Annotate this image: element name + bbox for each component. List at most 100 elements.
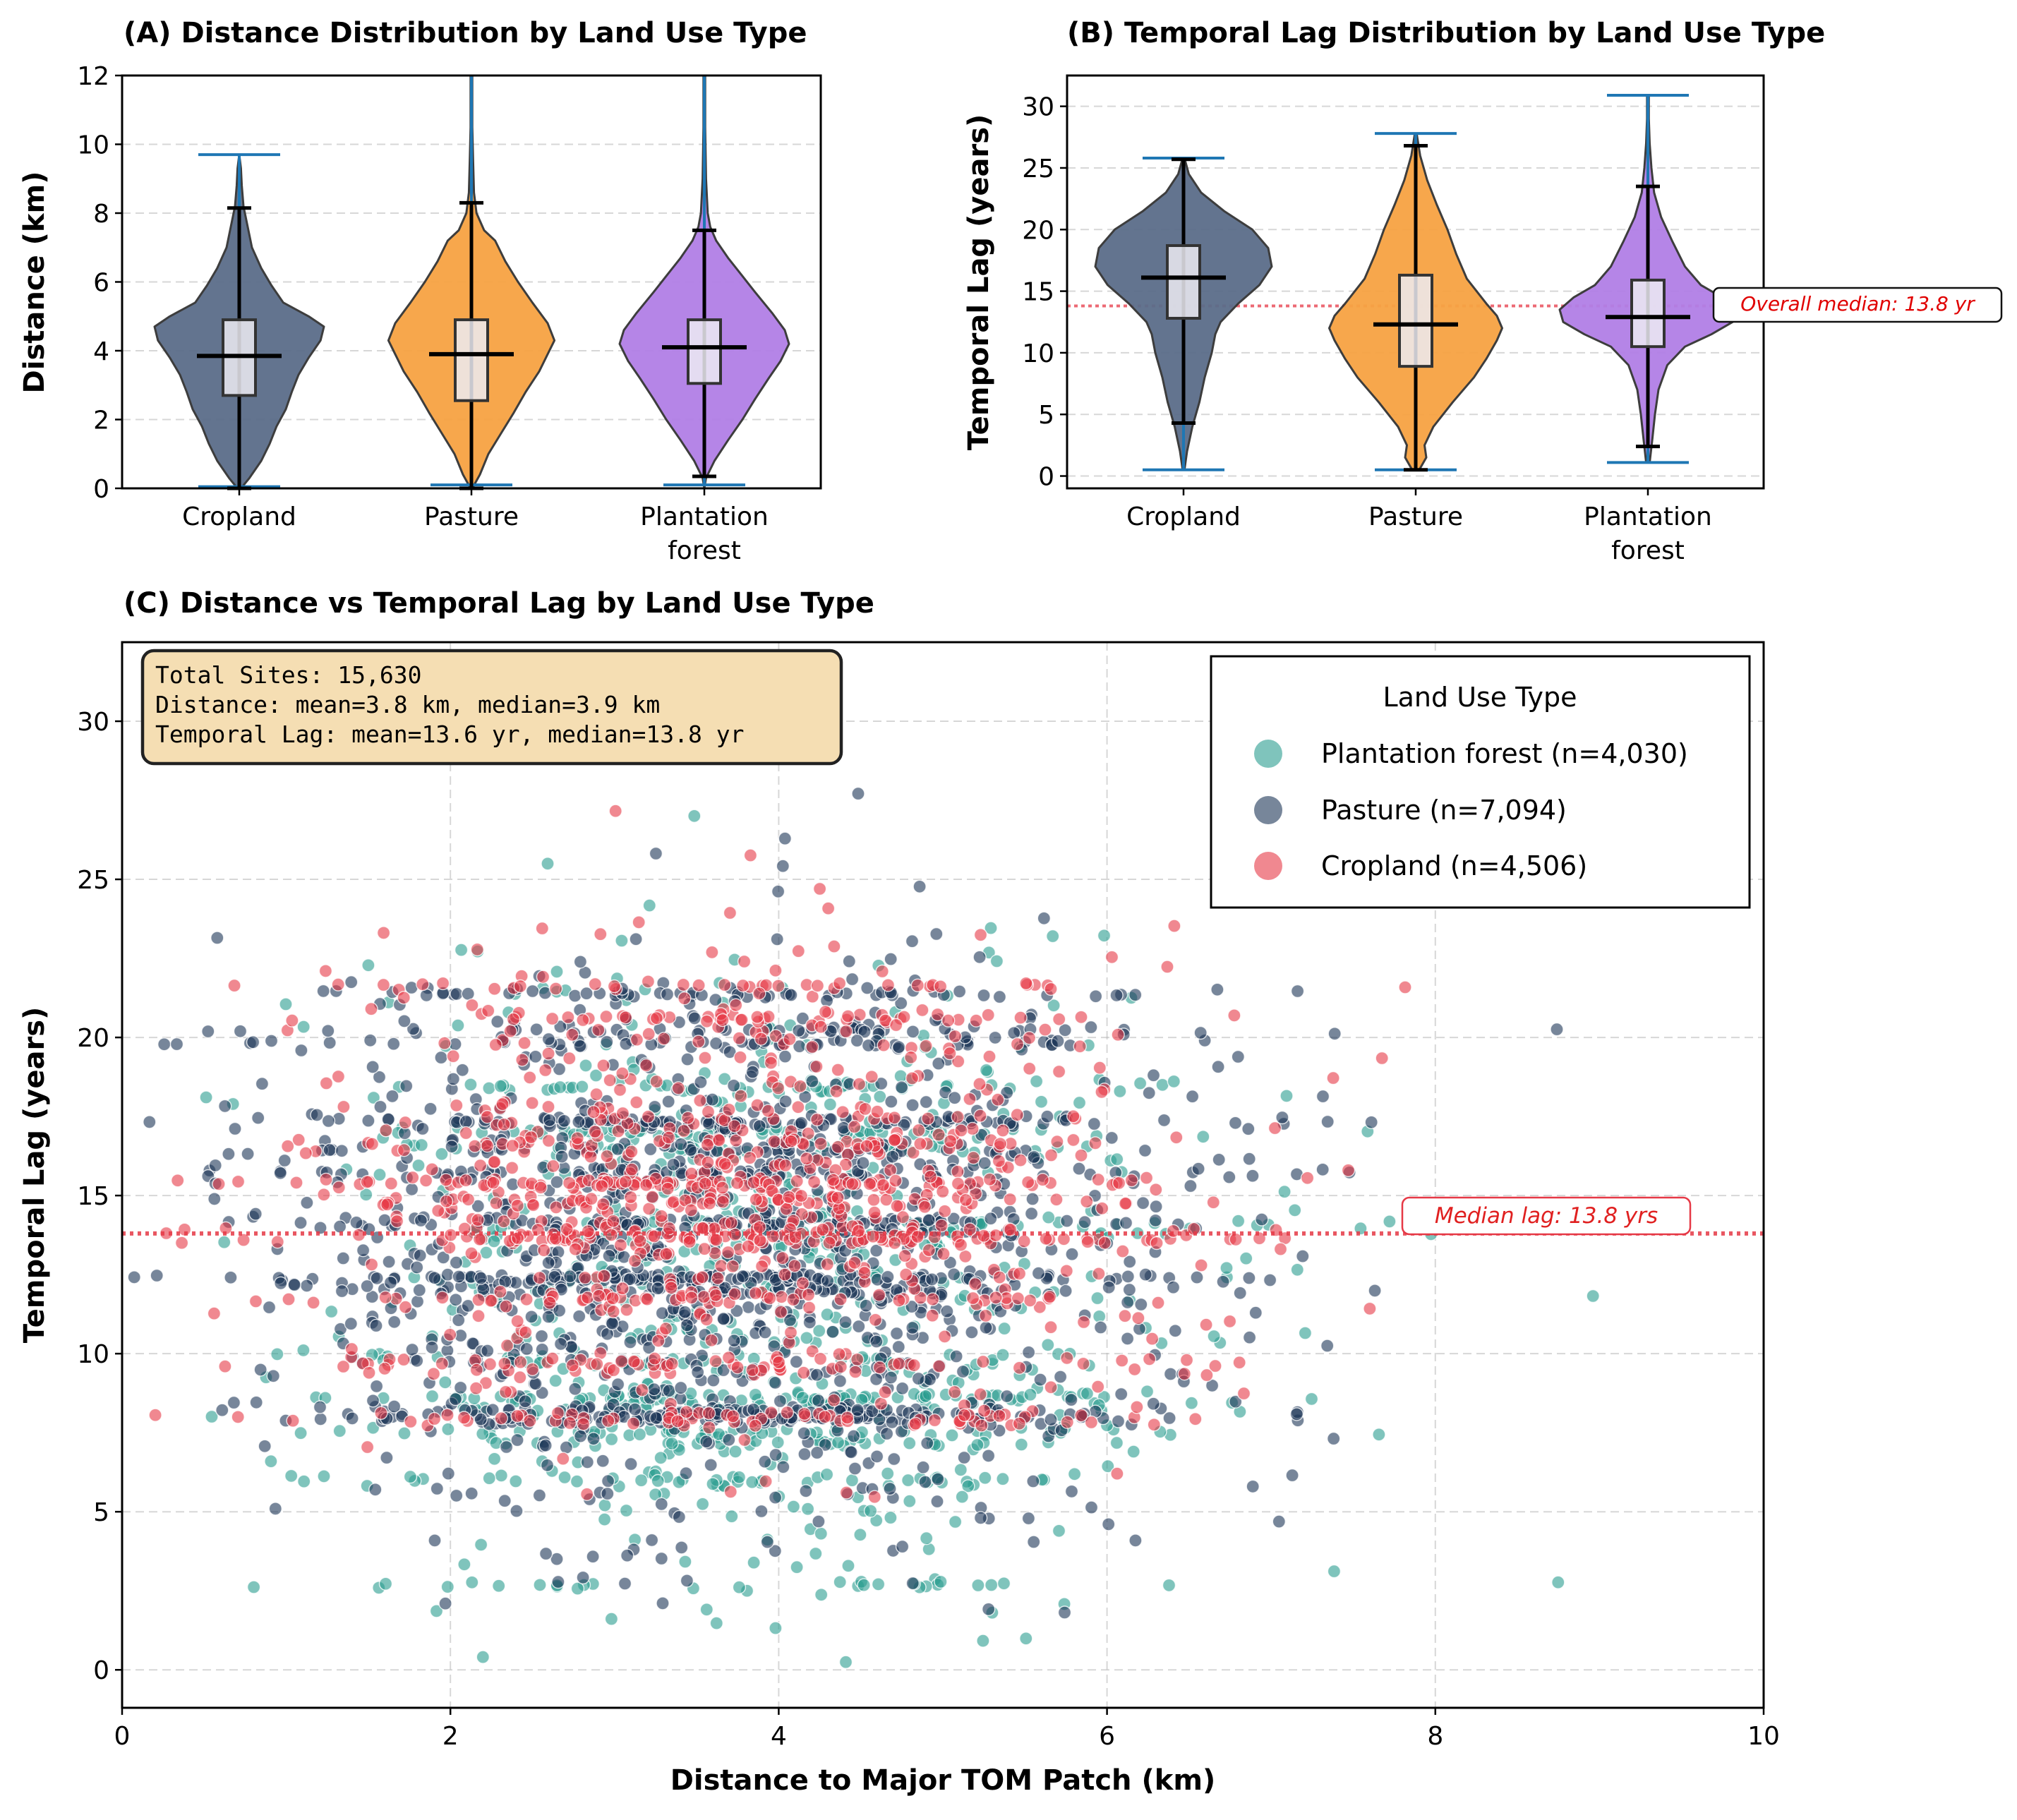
- scatter-point: [761, 1104, 776, 1118]
- scatter-point: [805, 1039, 819, 1054]
- scatter-point: [705, 1092, 720, 1107]
- scatter-point: [490, 1014, 505, 1029]
- scatter-point: [860, 981, 874, 995]
- scatter-point: [1066, 1109, 1080, 1123]
- scatter-point: [898, 1248, 913, 1263]
- scatter-point: [438, 1036, 452, 1050]
- scatter-point: [605, 1316, 620, 1331]
- scatter-point: [558, 1470, 572, 1485]
- scatter-point: [818, 1004, 833, 1019]
- scatter-point: [905, 1098, 920, 1112]
- scatter-point: [597, 1269, 611, 1283]
- scatter-point: [523, 1071, 537, 1085]
- scatter-point: [370, 1271, 384, 1286]
- scatter-point: [774, 1290, 789, 1304]
- panel-b-median-label-box: [1712, 287, 2003, 323]
- scatter-point: [550, 1552, 564, 1566]
- scatter-point: [674, 1380, 688, 1395]
- panel-a-ytick-label: 12: [77, 62, 109, 91]
- scatter-point: [630, 1095, 644, 1109]
- scatter-point: [201, 1024, 215, 1039]
- scatter-point: [262, 1300, 277, 1315]
- scatter-point: [863, 1504, 878, 1518]
- scatter-point: [1227, 1008, 1241, 1023]
- scatter-point: [534, 1329, 549, 1344]
- scatter-point: [887, 1111, 902, 1125]
- scatter-point: [1074, 1010, 1088, 1025]
- scatter-point: [672, 1509, 686, 1524]
- scatter-point: [784, 988, 798, 1002]
- scatter-point: [913, 879, 927, 894]
- scatter-point: [797, 1426, 812, 1440]
- scatter-point: [639, 1058, 654, 1073]
- scatter-point: [732, 1470, 747, 1485]
- scatter-point: [1138, 1267, 1152, 1282]
- scatter-point: [486, 1403, 500, 1417]
- scatter-point: [1304, 1392, 1319, 1406]
- scatter-point: [536, 970, 550, 984]
- scatter-point: [615, 1066, 630, 1080]
- scatter-point: [699, 1313, 714, 1327]
- scatter-point: [999, 1389, 1014, 1404]
- scatter-point: [826, 1325, 840, 1339]
- scatter-point: [913, 1137, 927, 1151]
- scatter-point: [495, 1097, 510, 1111]
- scatter-point: [580, 1487, 594, 1502]
- scatter-point: [821, 901, 836, 915]
- scatter-point: [1179, 1353, 1194, 1367]
- scatter-point: [660, 987, 675, 1001]
- scatter-point: [606, 1214, 620, 1229]
- scatter-point: [979, 1063, 994, 1078]
- scatter-point: [538, 1438, 553, 1452]
- scatter-point: [382, 1255, 396, 1269]
- scatter-point: [1031, 1266, 1046, 1280]
- scatter-point: [426, 1367, 441, 1381]
- scatter-point: [728, 1445, 742, 1459]
- scatter-point: [488, 1037, 502, 1052]
- scatter-point: [513, 1370, 527, 1385]
- scatter-point: [1080, 1194, 1094, 1209]
- scatter-point: [1097, 929, 1112, 943]
- scatter-point: [682, 1234, 697, 1249]
- scatter-point: [1113, 1084, 1127, 1099]
- scatter-point: [932, 1359, 946, 1373]
- scatter-point: [1550, 1022, 1564, 1037]
- scatter-point: [349, 1215, 363, 1230]
- scatter-point: [951, 1164, 965, 1179]
- scatter-point: [231, 1174, 246, 1189]
- scatter-point: [868, 1313, 883, 1327]
- scatter-point: [940, 1304, 954, 1318]
- panel-a-title: (A) Distance Distribution by Land Use Ty…: [124, 17, 807, 49]
- scatter-point: [1231, 1214, 1246, 1228]
- scatter-point: [1052, 1012, 1066, 1027]
- scatter-point: [568, 1382, 582, 1396]
- scatter-point: [664, 1281, 678, 1295]
- scatter-point: [1023, 1294, 1037, 1308]
- scatter-point: [812, 1514, 826, 1529]
- scatter-point: [360, 1440, 375, 1454]
- scatter-point: [1268, 1121, 1282, 1135]
- panel-a-ytick-label: 4: [93, 337, 109, 366]
- scatter-point: [618, 1174, 633, 1189]
- scatter-point: [525, 984, 540, 999]
- scatter-point: [1280, 1089, 1294, 1103]
- scatter-point: [692, 1035, 706, 1049]
- scatter-point: [836, 1105, 850, 1119]
- scatter-point: [218, 1359, 232, 1373]
- scatter-point: [310, 1108, 324, 1122]
- scatter-point: [438, 1596, 452, 1610]
- scatter-point: [251, 1111, 265, 1125]
- scatter-point: [313, 1400, 327, 1414]
- scatter-point: [596, 1454, 610, 1468]
- scatter-point: [896, 1210, 910, 1224]
- scatter-point: [127, 1270, 141, 1284]
- scatter-point: [274, 1276, 288, 1291]
- scatter-point: [1150, 1236, 1164, 1251]
- scatter-point: [695, 1270, 709, 1284]
- scatter-point: [937, 1246, 951, 1261]
- scatter-point: [852, 1319, 866, 1334]
- scatter-point: [974, 1418, 989, 1433]
- scatter-point: [1092, 1061, 1107, 1075]
- scatter-point: [1206, 1195, 1221, 1210]
- scatter-point: [733, 1050, 747, 1065]
